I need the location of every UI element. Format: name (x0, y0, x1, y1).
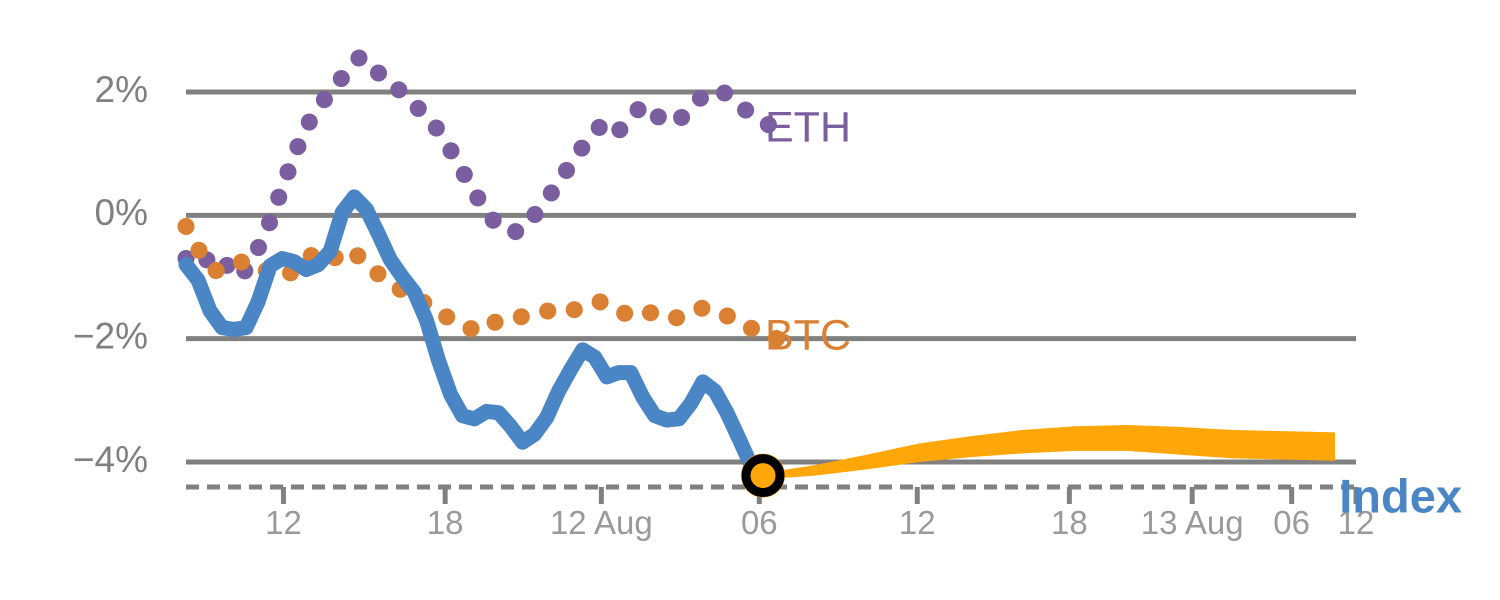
index-series-label: Index (1339, 469, 1462, 522)
x-axis-tick-label: 12 (899, 504, 936, 541)
btc-series-dotted-line (177, 217, 786, 348)
y-axis-tick-label: −4% (73, 439, 148, 480)
eth-series-dotted-line (177, 44, 786, 292)
x-axis-tick-label: 12 (1338, 504, 1375, 541)
x-axis-tick-label-group: 12 18 12 Aug 06 12 18 13 Aug 06 12 (265, 504, 1374, 541)
btc-series-label: BTC (765, 311, 851, 359)
x-axis-tick-label: 06 (1273, 504, 1310, 541)
x-axis-tick-label: 18 (427, 504, 464, 541)
x-axis-tick-label: 12 Aug (550, 504, 653, 541)
x-axis-tick-label: 13 Aug (1141, 504, 1244, 541)
y-axis-tick-label: 0% (95, 192, 148, 233)
index-series-line (178, 189, 771, 484)
y-axis-tick-label-group: 2% 0% −2% −4% (73, 69, 148, 480)
eth-series-label: ETH (765, 103, 851, 151)
forecast-uncertainty-band (763, 425, 1335, 480)
x-axis-tick-mark-group (280, 487, 1359, 504)
y-axis-tick-label: −2% (73, 315, 148, 356)
x-axis-tick-label: 12 (265, 504, 302, 541)
forecast-start-marker[interactable] (741, 453, 785, 498)
x-axis-tick-label: 18 (1051, 504, 1088, 541)
forecast-marker-ring (741, 454, 785, 498)
y-axis-tick-label: 2% (95, 69, 148, 110)
x-axis-tick-label: 06 (741, 504, 778, 541)
